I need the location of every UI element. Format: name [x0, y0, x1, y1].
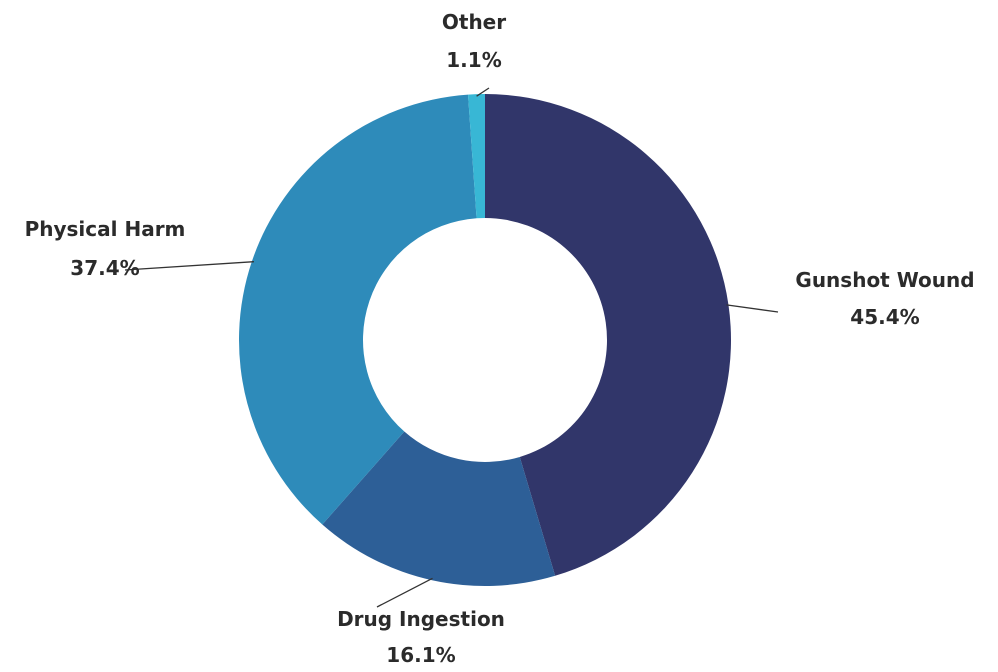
- label-category-gunshot-wound: Gunshot Wound: [795, 268, 974, 292]
- label-category-other: Other: [442, 10, 506, 34]
- slice-other: [468, 94, 485, 219]
- slice-physical-harm: [239, 94, 477, 525]
- leader-line-gunshot-wound: [726, 304, 779, 313]
- label-category-drug-ingestion: Drug Ingestion: [337, 607, 505, 631]
- leader-line-drug-ingestion: [376, 577, 433, 608]
- leader-line-physical-harm: [124, 261, 254, 271]
- label-value-drug-ingestion: 16.1%: [386, 643, 455, 667]
- label-value-gunshot-wound: 45.4%: [850, 305, 919, 329]
- label-category-physical-harm: Physical Harm: [25, 217, 186, 241]
- label-value-other: 1.1%: [446, 48, 501, 72]
- label-value-physical-harm: 37.4%: [70, 256, 139, 280]
- slices: [239, 94, 731, 587]
- slice-gunshot-wound: [485, 94, 731, 576]
- leader-line-other: [476, 87, 490, 97]
- leader-lines: [124, 87, 779, 608]
- slice-drug-ingestion: [322, 431, 556, 587]
